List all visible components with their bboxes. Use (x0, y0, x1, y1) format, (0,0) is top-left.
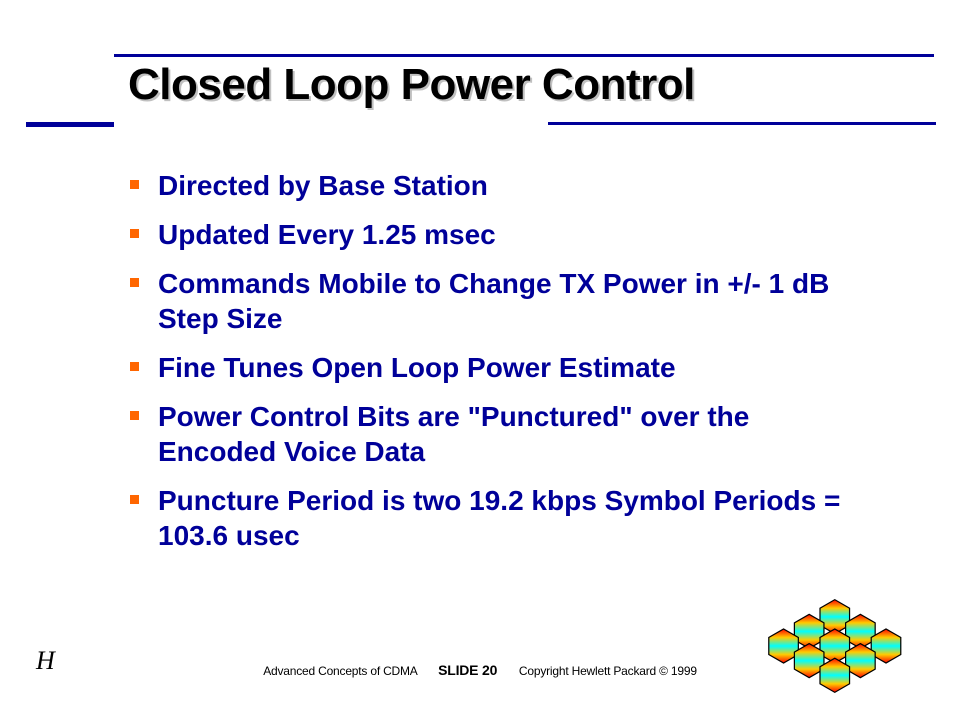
bullet-text: Puncture Period is two 19.2 kbps Symbol … (158, 485, 840, 551)
bullet-text: Commands Mobile to Change TX Power in +/… (158, 268, 829, 334)
rule-right (548, 122, 936, 125)
bullet-text: Power Control Bits are "Punctured" over … (158, 401, 749, 467)
footer-slide-word: SLIDE (438, 662, 478, 678)
footer-slide-label: SLIDE 20 (438, 662, 501, 678)
hex-cluster-icon (766, 596, 906, 696)
bullet-text: Fine Tunes Open Loop Power Estimate (158, 352, 676, 383)
bullet-text: Updated Every 1.25 msec (158, 219, 496, 250)
rule-top (114, 54, 934, 57)
slide-title-text: Closed Loop Power Control (128, 60, 695, 110)
bullet-list: Directed by Base Station Updated Every 1… (130, 168, 870, 567)
footer-course: Advanced Concepts of CDMA (263, 664, 417, 678)
bullet-item: Puncture Period is two 19.2 kbps Symbol … (130, 483, 870, 553)
footer-copyright: Copyright Hewlett Packard © 1999 (519, 664, 697, 678)
rule-left (26, 122, 114, 127)
hex-cluster-svg (766, 596, 906, 696)
footer-slide-number: 20 (482, 662, 497, 678)
bullet-item: Directed by Base Station (130, 168, 870, 203)
slide-title: Closed Loop Power Control Closed Loop Po… (128, 60, 695, 110)
bullet-item: Power Control Bits are "Punctured" over … (130, 399, 870, 469)
bullet-item: Fine Tunes Open Loop Power Estimate (130, 350, 870, 385)
slide: Closed Loop Power Control Closed Loop Po… (0, 0, 960, 720)
bullet-item: Commands Mobile to Change TX Power in +/… (130, 266, 870, 336)
bullet-item: Updated Every 1.25 msec (130, 217, 870, 252)
bullet-text: Directed by Base Station (158, 170, 488, 201)
